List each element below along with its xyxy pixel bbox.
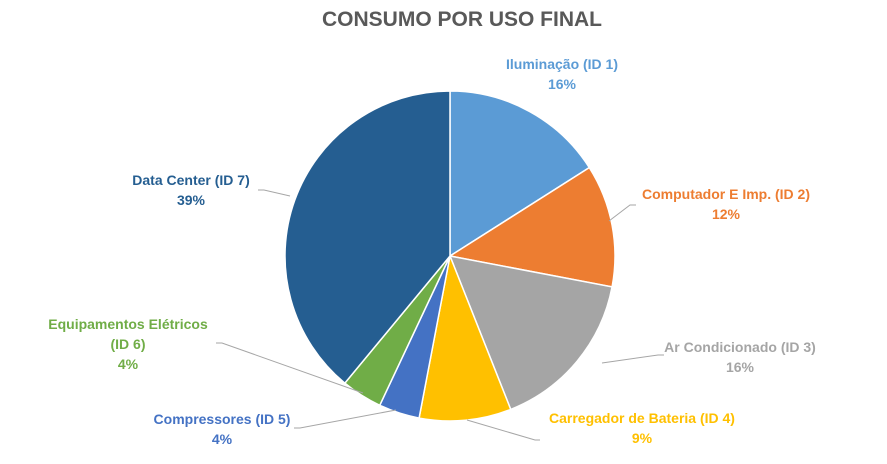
slice-label-6: (ID 6): [111, 336, 146, 352]
slice-label-1: Iluminação (ID 1): [506, 56, 618, 72]
slice-percent-4: 9%: [632, 430, 653, 446]
pie-slice-7: [284, 90, 451, 385]
slice-percent-3: 16%: [726, 359, 755, 375]
leader-lines: [216, 189, 664, 441]
slice-percent-6: 4%: [118, 356, 139, 372]
pie-slice-4: [418, 253, 512, 422]
slice-label-4: Carregador de Bateria (ID 4): [549, 410, 735, 426]
pie-slices: [284, 90, 616, 422]
leader-line-4: [466, 419, 540, 441]
chart-title: CONSUMO POR USO FINAL: [322, 8, 602, 31]
leader-line-2: [608, 204, 636, 222]
slice-label-2: Computador E Imp. (ID 2): [642, 186, 810, 202]
leader-line-7: [258, 189, 291, 197]
slice-percent-5: 4%: [212, 431, 233, 447]
slice-labels: Iluminação (ID 1) 16% Computador E Imp. (I…: [48, 56, 816, 447]
slice-percent-7: 39%: [177, 192, 206, 208]
leader-line-3: [601, 354, 664, 364]
pie-slice-3: [448, 255, 613, 411]
pie-slice-2: [447, 166, 616, 288]
pie-slice-1: [449, 90, 591, 258]
slice-label-7: Data Center (ID 7): [132, 172, 249, 188]
slice-label-6: Equipamentos Elétricos: [48, 316, 208, 332]
slice-percent-2: 12%: [712, 206, 741, 222]
leader-line-5: [294, 409, 397, 429]
slice-label-3: Ar Condicionado (ID 3): [664, 339, 816, 355]
slice-percent-1: 16%: [548, 76, 577, 92]
leader-line-6: [216, 342, 364, 394]
slice-label-5: Compressores (ID 5): [154, 411, 291, 427]
